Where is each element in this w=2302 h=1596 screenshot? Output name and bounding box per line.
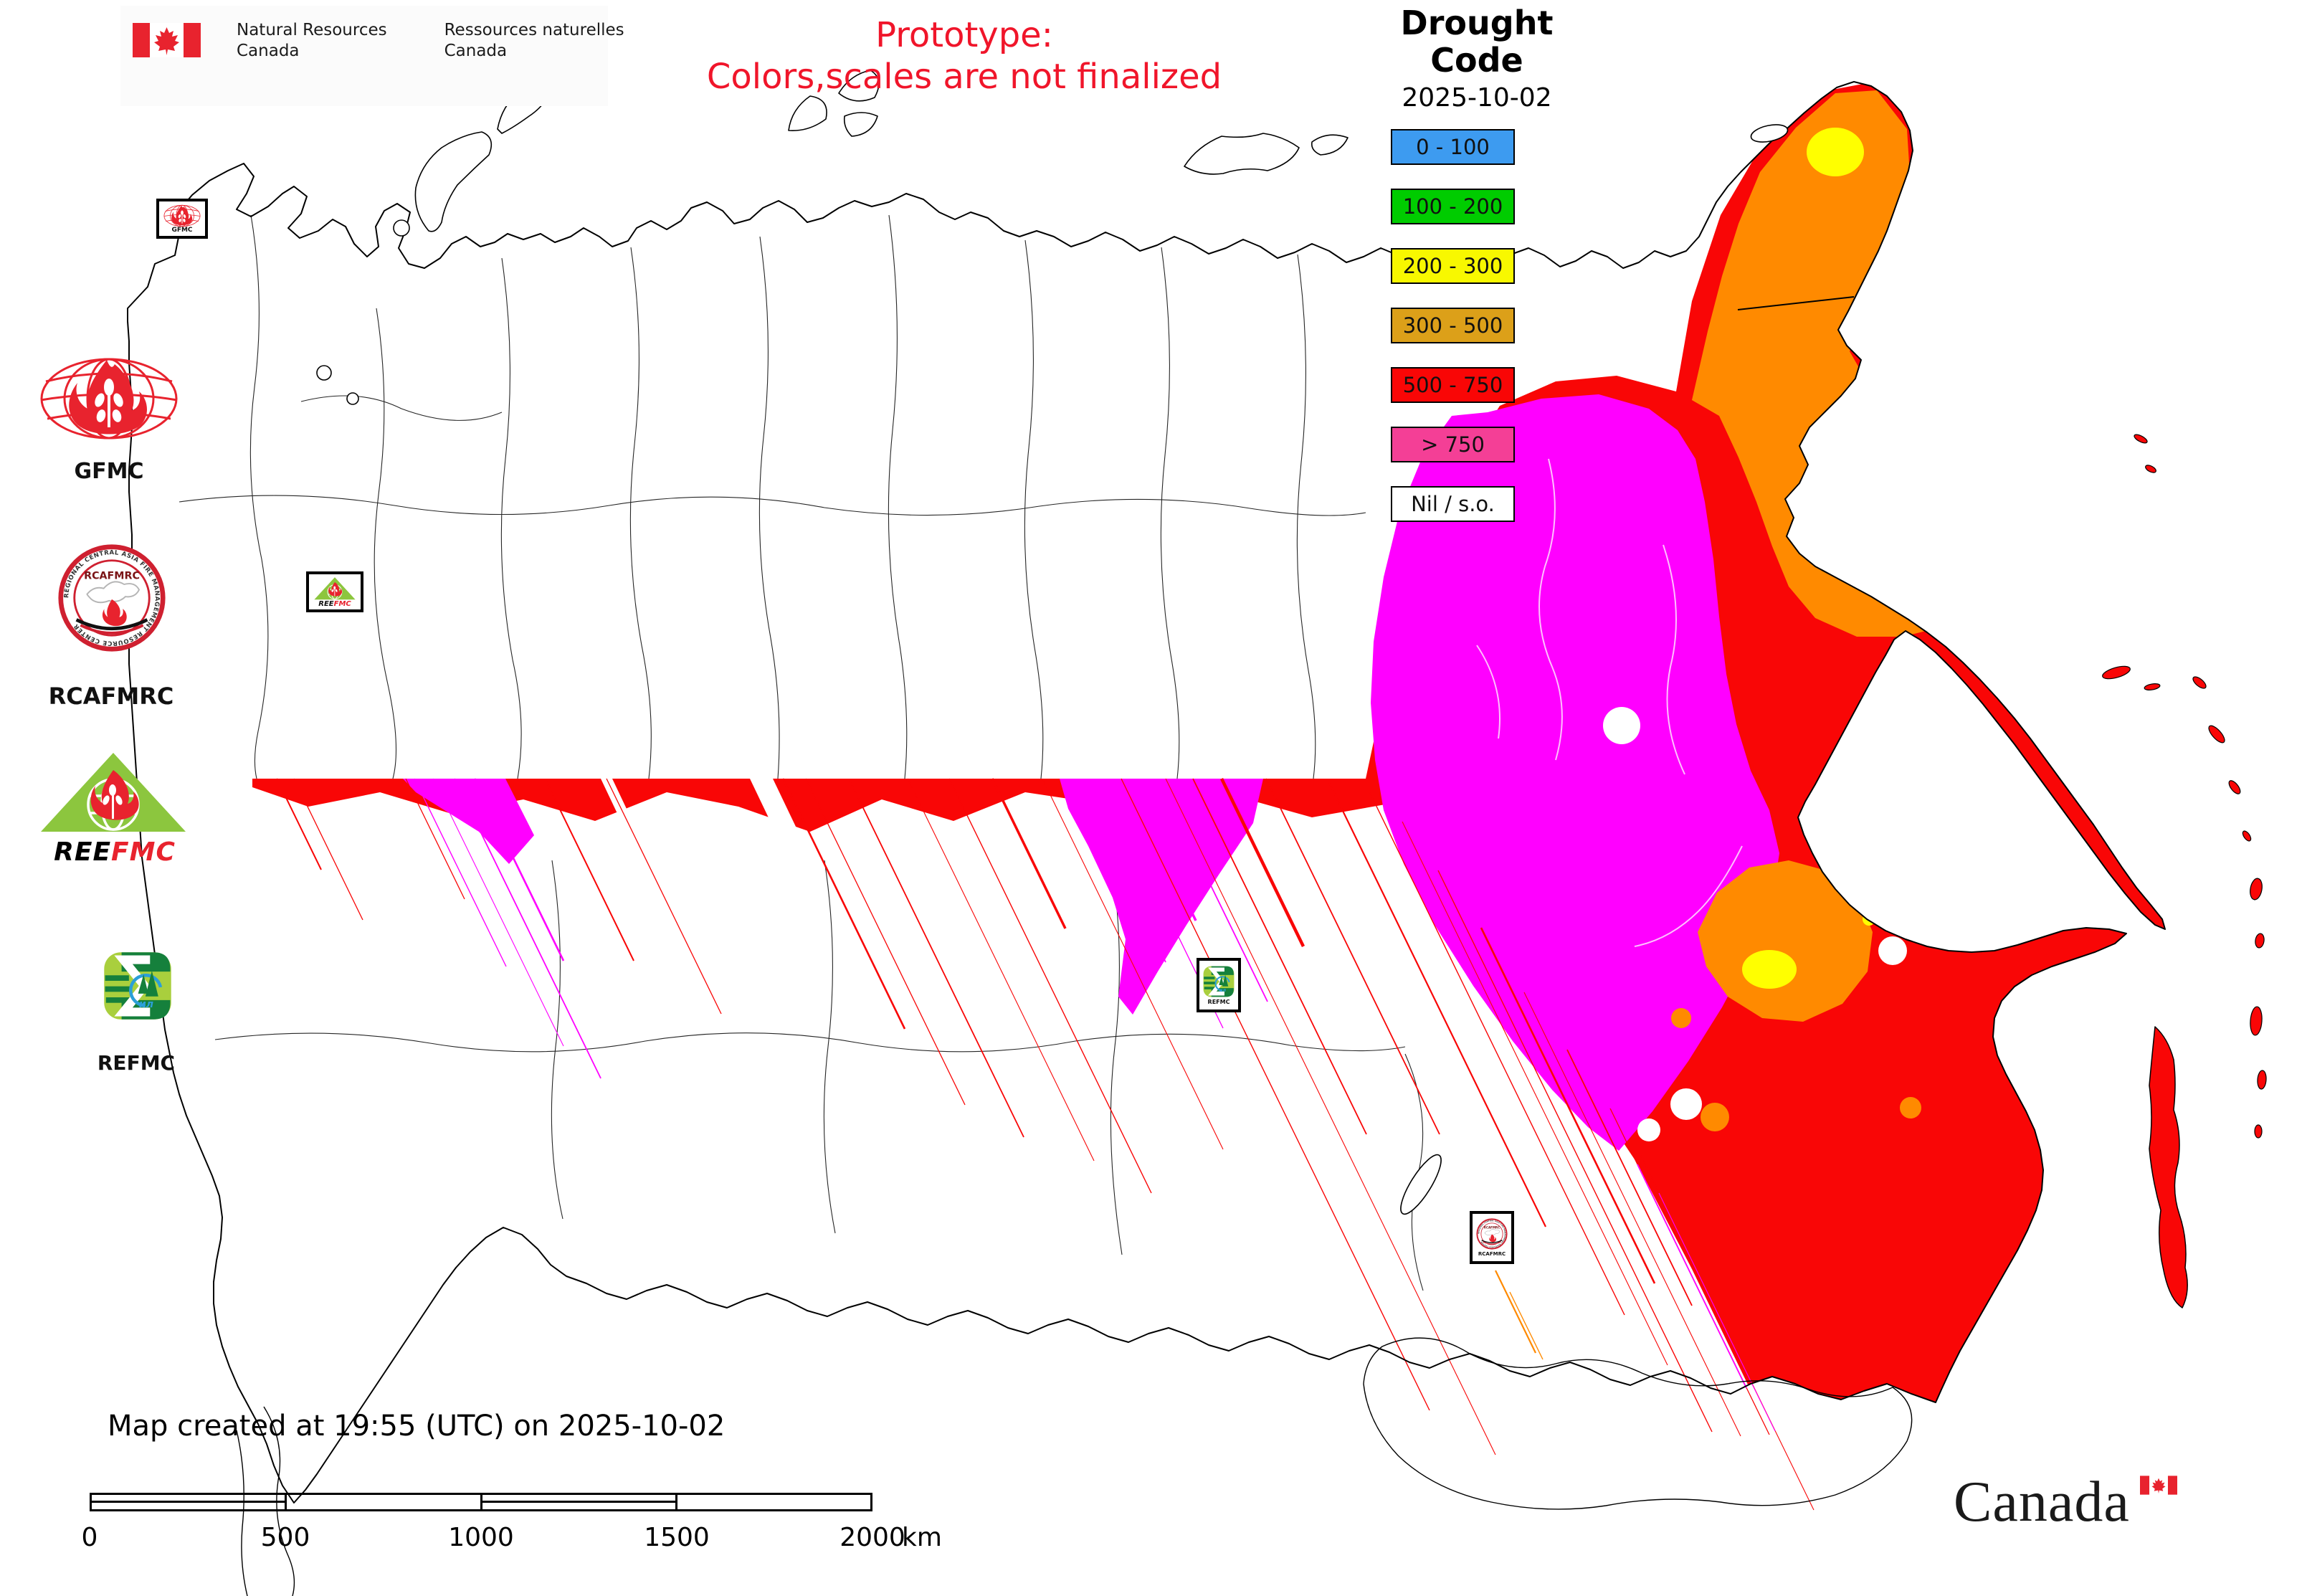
rcafmrc-logo (57, 543, 166, 652)
canada-wordmark-flag-icon (2140, 1476, 2177, 1495)
legend-date: 2025-10-02 (1402, 83, 1552, 113)
prototype-line1: Prototype: (875, 15, 1053, 55)
drought-magenta-region (1371, 394, 1779, 1151)
reefmc-mini-red: FMC (333, 599, 351, 608)
nrcan-signature: Natural Resources Canada Ressources natu… (133, 20, 624, 62)
date-line (1737, 296, 1855, 310)
legend-item-0-100: 0 - 100 (1391, 129, 1515, 165)
reefmc-word-red: FMC (111, 837, 176, 867)
map-created-timestamp: Map created at 19:55 (UTC) on 2025-10-02 (108, 1410, 726, 1443)
legend-title: Drought Code (1400, 4, 1554, 80)
legend-label: > 750 (1421, 432, 1485, 457)
nrcan-fr-line2: Canada (444, 42, 508, 60)
legend-item-nil: Nil / s.o. (1391, 486, 1515, 522)
map-marker-reefmc-label: REEFMC (318, 599, 351, 608)
reefmc-word-black: REE (54, 837, 112, 867)
mongolia-border (1363, 1337, 1913, 1510)
prototype-disclaimer: Prototype: Colors,scales are not finaliz… (649, 14, 1280, 98)
nrcan-en-line1: Natural Resources (237, 21, 387, 39)
scale-tick-0: 0 (81, 1523, 98, 1552)
artifact-streaks (276, 778, 1815, 1511)
legend-label: 200 - 300 (1402, 254, 1503, 278)
legend-label: 300 - 500 (1402, 313, 1503, 338)
scale-tick-1000: 1000 (448, 1523, 514, 1552)
legend-item-500-750: 500 - 750 (1391, 367, 1515, 403)
nrcan-text-en: Natural Resources Canada (237, 20, 387, 62)
nrcan-en-line2: Canada (237, 42, 300, 60)
legend-label: 0 - 100 (1416, 135, 1490, 159)
scale-tick-1500: 1500 (644, 1523, 710, 1552)
scale-tick-2000: 2000 (840, 1523, 905, 1552)
arctic-islands (316, 70, 1789, 1215)
map-marker-rcafmrc-label: RCAFMRC (1478, 1251, 1506, 1257)
map-marker-gfmc-label: GFMC (171, 226, 193, 234)
map-marker-refmc-label: REFMC (1207, 998, 1230, 1005)
legend-label: 100 - 200 (1402, 194, 1503, 219)
legend-item-gt750: > 750 (1391, 427, 1515, 462)
nrcan-fr-line1: Ressources naturelles (444, 21, 624, 39)
admin-borders (179, 214, 1424, 1291)
drought-yellow-spot (1807, 128, 1864, 176)
refmc-mini-icon (1203, 966, 1235, 997)
gfmc-logo (37, 354, 181, 443)
map-marker-rcafmrc: RCAFMRC (1470, 1211, 1514, 1264)
map-marker-refmc: REFMC (1197, 958, 1241, 1012)
drought-code-legend: Drought Code 2025-10-02 0 - 100 100 - 20… (1366, 4, 1588, 546)
map-marker-reefmc: REEFMC (306, 571, 363, 612)
scale-segment (92, 1495, 287, 1509)
refmc-label: REFMC (97, 1051, 176, 1075)
gfmc-mini-icon (162, 204, 202, 227)
reefmc-wordmark: REEFMC (39, 837, 190, 867)
rcafmrc-label: RCAFMRC (48, 683, 174, 710)
scale-segment (677, 1495, 870, 1509)
reefmc-logo (38, 750, 189, 836)
lake-baikal (1400, 1154, 1442, 1215)
gfmc-label: GFMC (74, 459, 144, 484)
scale-segment (287, 1495, 482, 1509)
canada-flag-icon (133, 23, 201, 57)
canada-wordmark: Canada (1954, 1471, 2130, 1534)
scale-unit: km (902, 1523, 942, 1552)
scale-bar (90, 1493, 872, 1511)
prototype-line2: Colors,scales are not finalized (706, 57, 1222, 97)
scale-tick-500: 500 (260, 1523, 310, 1552)
reefmc-mini-icon (311, 576, 358, 601)
legend-label: 500 - 750 (1402, 373, 1503, 397)
legend-item-300-500: 300 - 500 (1391, 308, 1515, 343)
nrcan-logo-background (120, 6, 608, 106)
refmc-logo (103, 932, 172, 1040)
legend-item-200-300: 200 - 300 (1391, 248, 1515, 284)
legend-item-100-200: 100 - 200 (1391, 189, 1515, 224)
legend-label: Nil / s.o. (1411, 492, 1495, 516)
nrcan-text-fr: Ressources naturelles Canada (444, 20, 624, 62)
coastlines (127, 70, 2268, 1596)
scale-segment (482, 1495, 677, 1509)
reefmc-mini-black: REE (318, 599, 334, 608)
rcafmrc-mini-icon (1476, 1218, 1508, 1250)
map-marker-gfmc: GFMC (156, 199, 208, 239)
